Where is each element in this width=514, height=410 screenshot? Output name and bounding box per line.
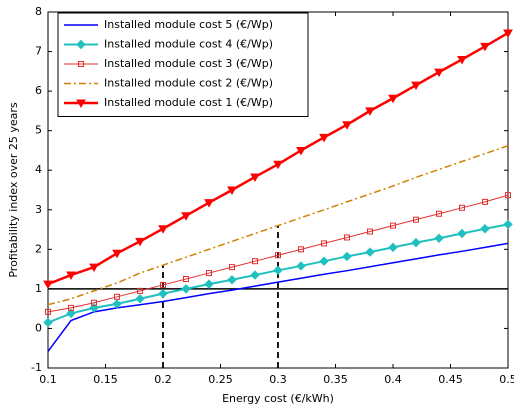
legend-label: Installed module cost 2 (€/Wp) [104, 77, 273, 90]
marker [112, 249, 122, 259]
marker [204, 279, 214, 289]
marker [135, 237, 145, 247]
x-tick-label: 0.45 [438, 373, 463, 386]
marker [160, 281, 166, 288]
marker [78, 61, 84, 67]
y-tick-label: 1 [35, 282, 42, 295]
marker [137, 287, 143, 294]
marker [66, 271, 76, 281]
y-tick-label: 7 [35, 45, 42, 58]
marker [91, 299, 97, 306]
x-axis-label: Energy cost (€/kWh) [222, 392, 334, 405]
series-line [47, 194, 509, 313]
marker [76, 99, 86, 109]
marker [227, 275, 237, 285]
marker [296, 146, 306, 156]
marker [482, 198, 488, 205]
marker [204, 199, 214, 208]
series-line [47, 144, 509, 306]
marker [296, 261, 306, 271]
marker [158, 288, 168, 299]
marker [503, 29, 513, 38]
marker [434, 233, 444, 243]
marker [457, 55, 467, 65]
series-line [47, 242, 509, 352]
marker [411, 237, 421, 248]
marker [388, 242, 398, 253]
marker [250, 270, 260, 280]
marker [45, 308, 51, 315]
y-tick-label: 3 [35, 203, 42, 216]
x-tick-label: 0.3 [269, 373, 287, 386]
marker [275, 252, 281, 259]
marker [321, 240, 327, 247]
marker [457, 228, 467, 239]
legend-label: Installed module cost 5 (€/Wp) [104, 18, 273, 31]
marker [411, 81, 421, 91]
x-tick-label: 0.5 [499, 373, 514, 386]
marker [273, 265, 283, 276]
marker [252, 258, 258, 265]
x-tick-label: 0.1 [39, 373, 57, 386]
marker [206, 270, 212, 277]
legend-label: Installed module cost 1 (€/Wp) [104, 96, 273, 109]
marker [114, 293, 120, 300]
marker [413, 216, 419, 223]
marker [250, 173, 260, 182]
y-tick-label: 5 [35, 124, 42, 137]
marker [298, 246, 304, 253]
x-tick-label: 0.2 [154, 373, 172, 386]
marker [436, 210, 442, 217]
x-tick-label: 0.15 [93, 373, 118, 386]
marker [181, 212, 191, 221]
y-tick-label: 6 [35, 84, 42, 97]
marker [89, 263, 99, 273]
y-tick-label: 4 [35, 163, 42, 176]
x-tick-label: 0.35 [323, 373, 348, 386]
marker [480, 42, 490, 52]
x-tick-label: 0.25 [208, 373, 233, 386]
y-tick-label: 2 [35, 242, 42, 255]
marker [66, 308, 76, 319]
marker [365, 107, 375, 116]
marker [89, 303, 99, 313]
y-tick-label: 8 [35, 5, 42, 18]
marker [273, 160, 283, 170]
marker [319, 133, 329, 143]
legend-label: Installed module cost 4 (€/Wp) [104, 38, 273, 51]
marker [181, 284, 191, 294]
marker [365, 247, 375, 257]
marker [183, 276, 189, 282]
marker [503, 219, 513, 230]
marker [480, 224, 490, 234]
y-tick-label: -1 [31, 361, 42, 374]
marker [342, 121, 352, 130]
y-axis-label: Profitability index over 25 years [7, 102, 20, 278]
marker [135, 294, 145, 304]
marker [319, 256, 329, 266]
marker [158, 225, 168, 234]
marker [459, 204, 465, 211]
marker [76, 39, 86, 50]
marker [43, 280, 53, 290]
x-tick-label: 0.4 [384, 373, 402, 386]
marker [227, 186, 237, 196]
marker [344, 234, 350, 241]
marker [112, 299, 122, 309]
marker [342, 251, 352, 262]
marker [505, 192, 511, 199]
legend-label: Installed module cost 3 (€/Wp) [104, 57, 273, 70]
marker [388, 94, 398, 104]
marker [43, 317, 53, 328]
marker [434, 68, 444, 78]
marker [367, 228, 373, 235]
marker [68, 304, 74, 311]
y-tick-label: 0 [35, 321, 42, 334]
marker [229, 264, 235, 271]
marker [390, 222, 396, 229]
legend-box [57, 12, 309, 117]
